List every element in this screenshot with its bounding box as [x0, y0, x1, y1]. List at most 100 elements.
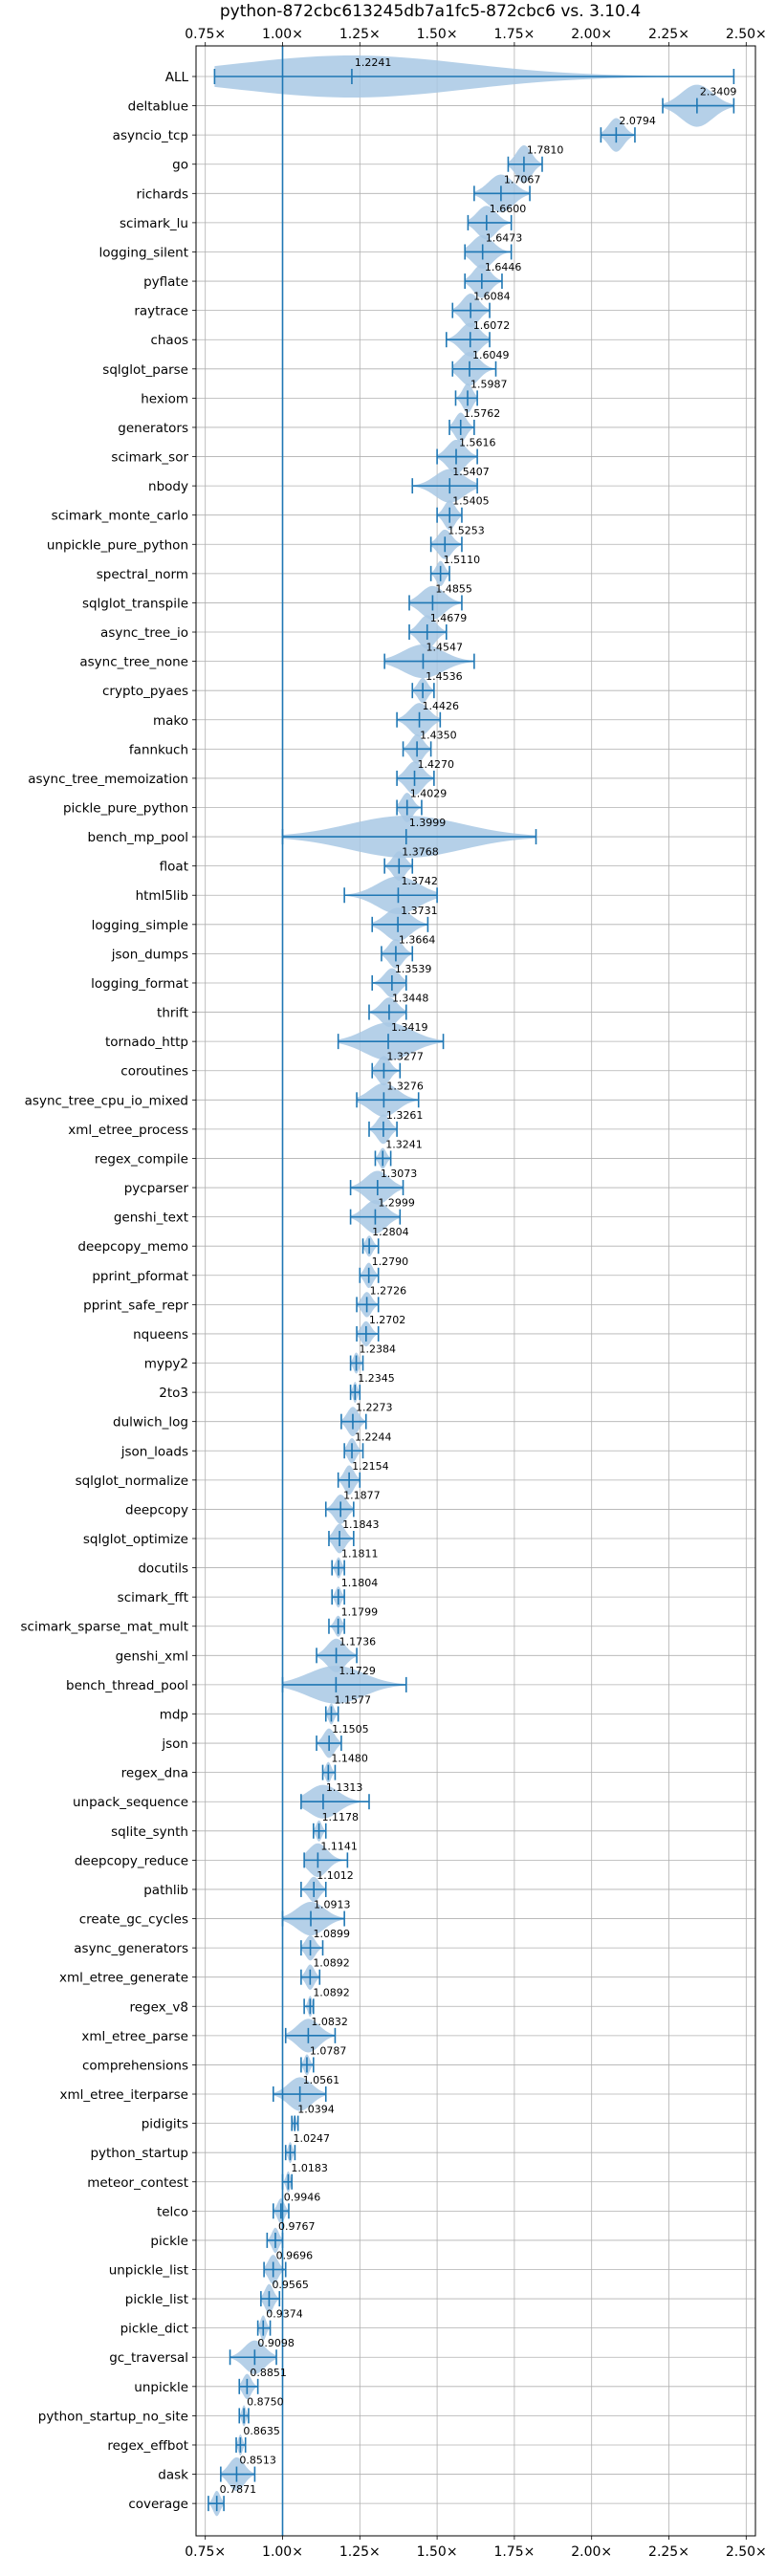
value-label: 1.3664	[399, 933, 436, 946]
value-label: 1.5762	[464, 407, 501, 420]
y-tick-label: xml_etree_parse	[81, 2029, 188, 2044]
value-label: 0.8851	[250, 2367, 287, 2379]
y-tick-label: pickle	[150, 2234, 188, 2249]
value-label: 1.4350	[420, 729, 457, 741]
y-tick-label: mdp	[160, 1707, 188, 1722]
y-tick-label: python_startup	[90, 2146, 188, 2161]
value-label: 1.1877	[343, 1489, 381, 1501]
y-tick-label: nbody	[148, 479, 188, 494]
value-label: 1.3419	[391, 1021, 428, 1034]
value-label: 1.4855	[435, 582, 472, 595]
value-label: 1.4426	[423, 700, 460, 712]
value-label: 1.7810	[527, 144, 564, 157]
value-label: 0.9374	[266, 2308, 303, 2321]
y-tick-label: regex_v8	[129, 1999, 188, 2015]
y-tick-label: deepcopy	[125, 1502, 188, 1517]
value-label: 1.1480	[331, 1753, 368, 1765]
y-tick-label: raytrace	[134, 304, 188, 319]
y-tick-label: docutils	[138, 1561, 188, 1577]
y-tick-label: mypy2	[144, 1357, 188, 1372]
x-tick-label-bottom: 1.00×	[262, 2544, 303, 2560]
value-label-layer: 1.2241 2.3409 2.0794 1.7810 1.7067 1.6600 1.64…	[220, 56, 737, 2496]
y-tick-label: python_startup_no_site	[38, 2409, 188, 2424]
value-label: 1.3768	[402, 846, 439, 859]
value-label: 1.4547	[426, 642, 463, 654]
value-label: 1.0892	[313, 1957, 350, 1970]
value-label: 1.3742	[401, 875, 438, 887]
y-tick-label: pyflate	[143, 274, 188, 290]
value-label: 1.4679	[430, 612, 468, 624]
value-label: 1.3073	[381, 1168, 418, 1180]
y-tick-label: regex_dna	[121, 1766, 188, 1781]
y-tick-label: sqlite_synth	[111, 1824, 188, 1840]
y-tick-label: meteor_contest	[87, 2175, 188, 2191]
y-tick-label: hexiom	[141, 391, 188, 406]
y-tick-label: pprint_safe_repr	[83, 1298, 188, 1313]
y-tick-label: json_dumps	[111, 947, 188, 962]
value-label: 1.3261	[386, 1109, 424, 1122]
y-tick-label: ALL	[165, 70, 189, 85]
value-label: 1.1799	[341, 1606, 379, 1619]
y-tick-label: regex_compile	[95, 1151, 188, 1167]
value-label: 0.9098	[257, 2337, 295, 2349]
y-tick-label: pidigits	[142, 2117, 188, 2132]
value-label: 0.8635	[243, 2425, 279, 2437]
y-tick-label: pycparser	[124, 1181, 189, 1196]
y-tick-label: tornado_http	[105, 1035, 188, 1050]
y-tick-label: genshi_text	[114, 1211, 188, 1226]
value-label: 1.3731	[401, 905, 438, 917]
value-label: 1.1577	[334, 1693, 371, 1706]
value-label: 1.1313	[326, 1781, 363, 1794]
y-tick-label: xml_etree_generate	[59, 1971, 188, 1986]
y-tick-label: create_gc_cycles	[79, 1912, 188, 1928]
y-tick-label: pprint_pformat	[92, 1269, 188, 1284]
value-label: 1.0394	[297, 2104, 335, 2116]
value-label: 1.0832	[311, 2016, 348, 2028]
y-tick-label: scimark_lu	[120, 216, 188, 231]
y-tick-label: json_loads	[120, 1444, 188, 1459]
y-tick-label: logging_simple	[92, 918, 188, 933]
value-label: 0.9767	[278, 2220, 316, 2233]
y-tick-label: 2to3	[159, 1386, 188, 1401]
y-tick-label: thrift	[157, 1006, 188, 1021]
value-label: 1.2726	[370, 1284, 407, 1297]
value-label: 1.6084	[473, 291, 510, 303]
value-label: 1.3539	[395, 963, 432, 975]
x-tick-label-bottom: 2.25×	[648, 2544, 689, 2560]
value-label: 0.9696	[276, 2250, 314, 2262]
value-label: 1.1736	[339, 1635, 377, 1648]
x-tick-label-top: 2.50×	[726, 27, 765, 42]
y-tick-label: float	[160, 860, 188, 875]
value-label: 2.0794	[619, 115, 656, 127]
y-tick-label: async_generators	[74, 1941, 188, 1956]
value-label: 1.5253	[448, 524, 485, 536]
x-tick-label-bottom: 1.75×	[493, 2544, 535, 2560]
value-label: 1.6049	[472, 349, 510, 361]
value-label: 1.0183	[291, 2162, 328, 2174]
y-tick-label: deepcopy_reduce	[75, 1853, 188, 1868]
value-label: 1.2244	[355, 1430, 392, 1443]
value-label: 1.2999	[378, 1197, 415, 1210]
y-tick-label: chaos	[150, 333, 188, 348]
y-tick-label: richards	[137, 186, 188, 202]
y-tick-label: dask	[158, 2468, 188, 2483]
y-tick-label: generators	[118, 421, 188, 436]
x-tick-label-bottom: 1.50×	[417, 2544, 458, 2560]
value-label: 1.4536	[426, 670, 463, 683]
plot-frame	[195, 45, 756, 2537]
x-tick-label-top: 2.25×	[648, 27, 689, 42]
value-label: 2.3409	[700, 86, 737, 98]
y-tick-label: nqueens	[133, 1327, 188, 1343]
value-label: 0.8513	[239, 2455, 276, 2467]
y-tick-label: unpickle_pure_python	[47, 537, 188, 553]
y-tick-label: deltablue	[128, 99, 188, 115]
y-tick-label: bench_thread_pool	[66, 1678, 188, 1693]
value-label: 1.0899	[314, 1928, 351, 1940]
y-tick-label: asyncio_tcp	[113, 128, 188, 143]
value-label: 1.6072	[473, 319, 511, 332]
y-tick-label: dulwich_log	[113, 1415, 188, 1430]
x-tick-label-bottom: 2.00×	[571, 2544, 612, 2560]
value-label: 1.1141	[320, 1840, 358, 1852]
